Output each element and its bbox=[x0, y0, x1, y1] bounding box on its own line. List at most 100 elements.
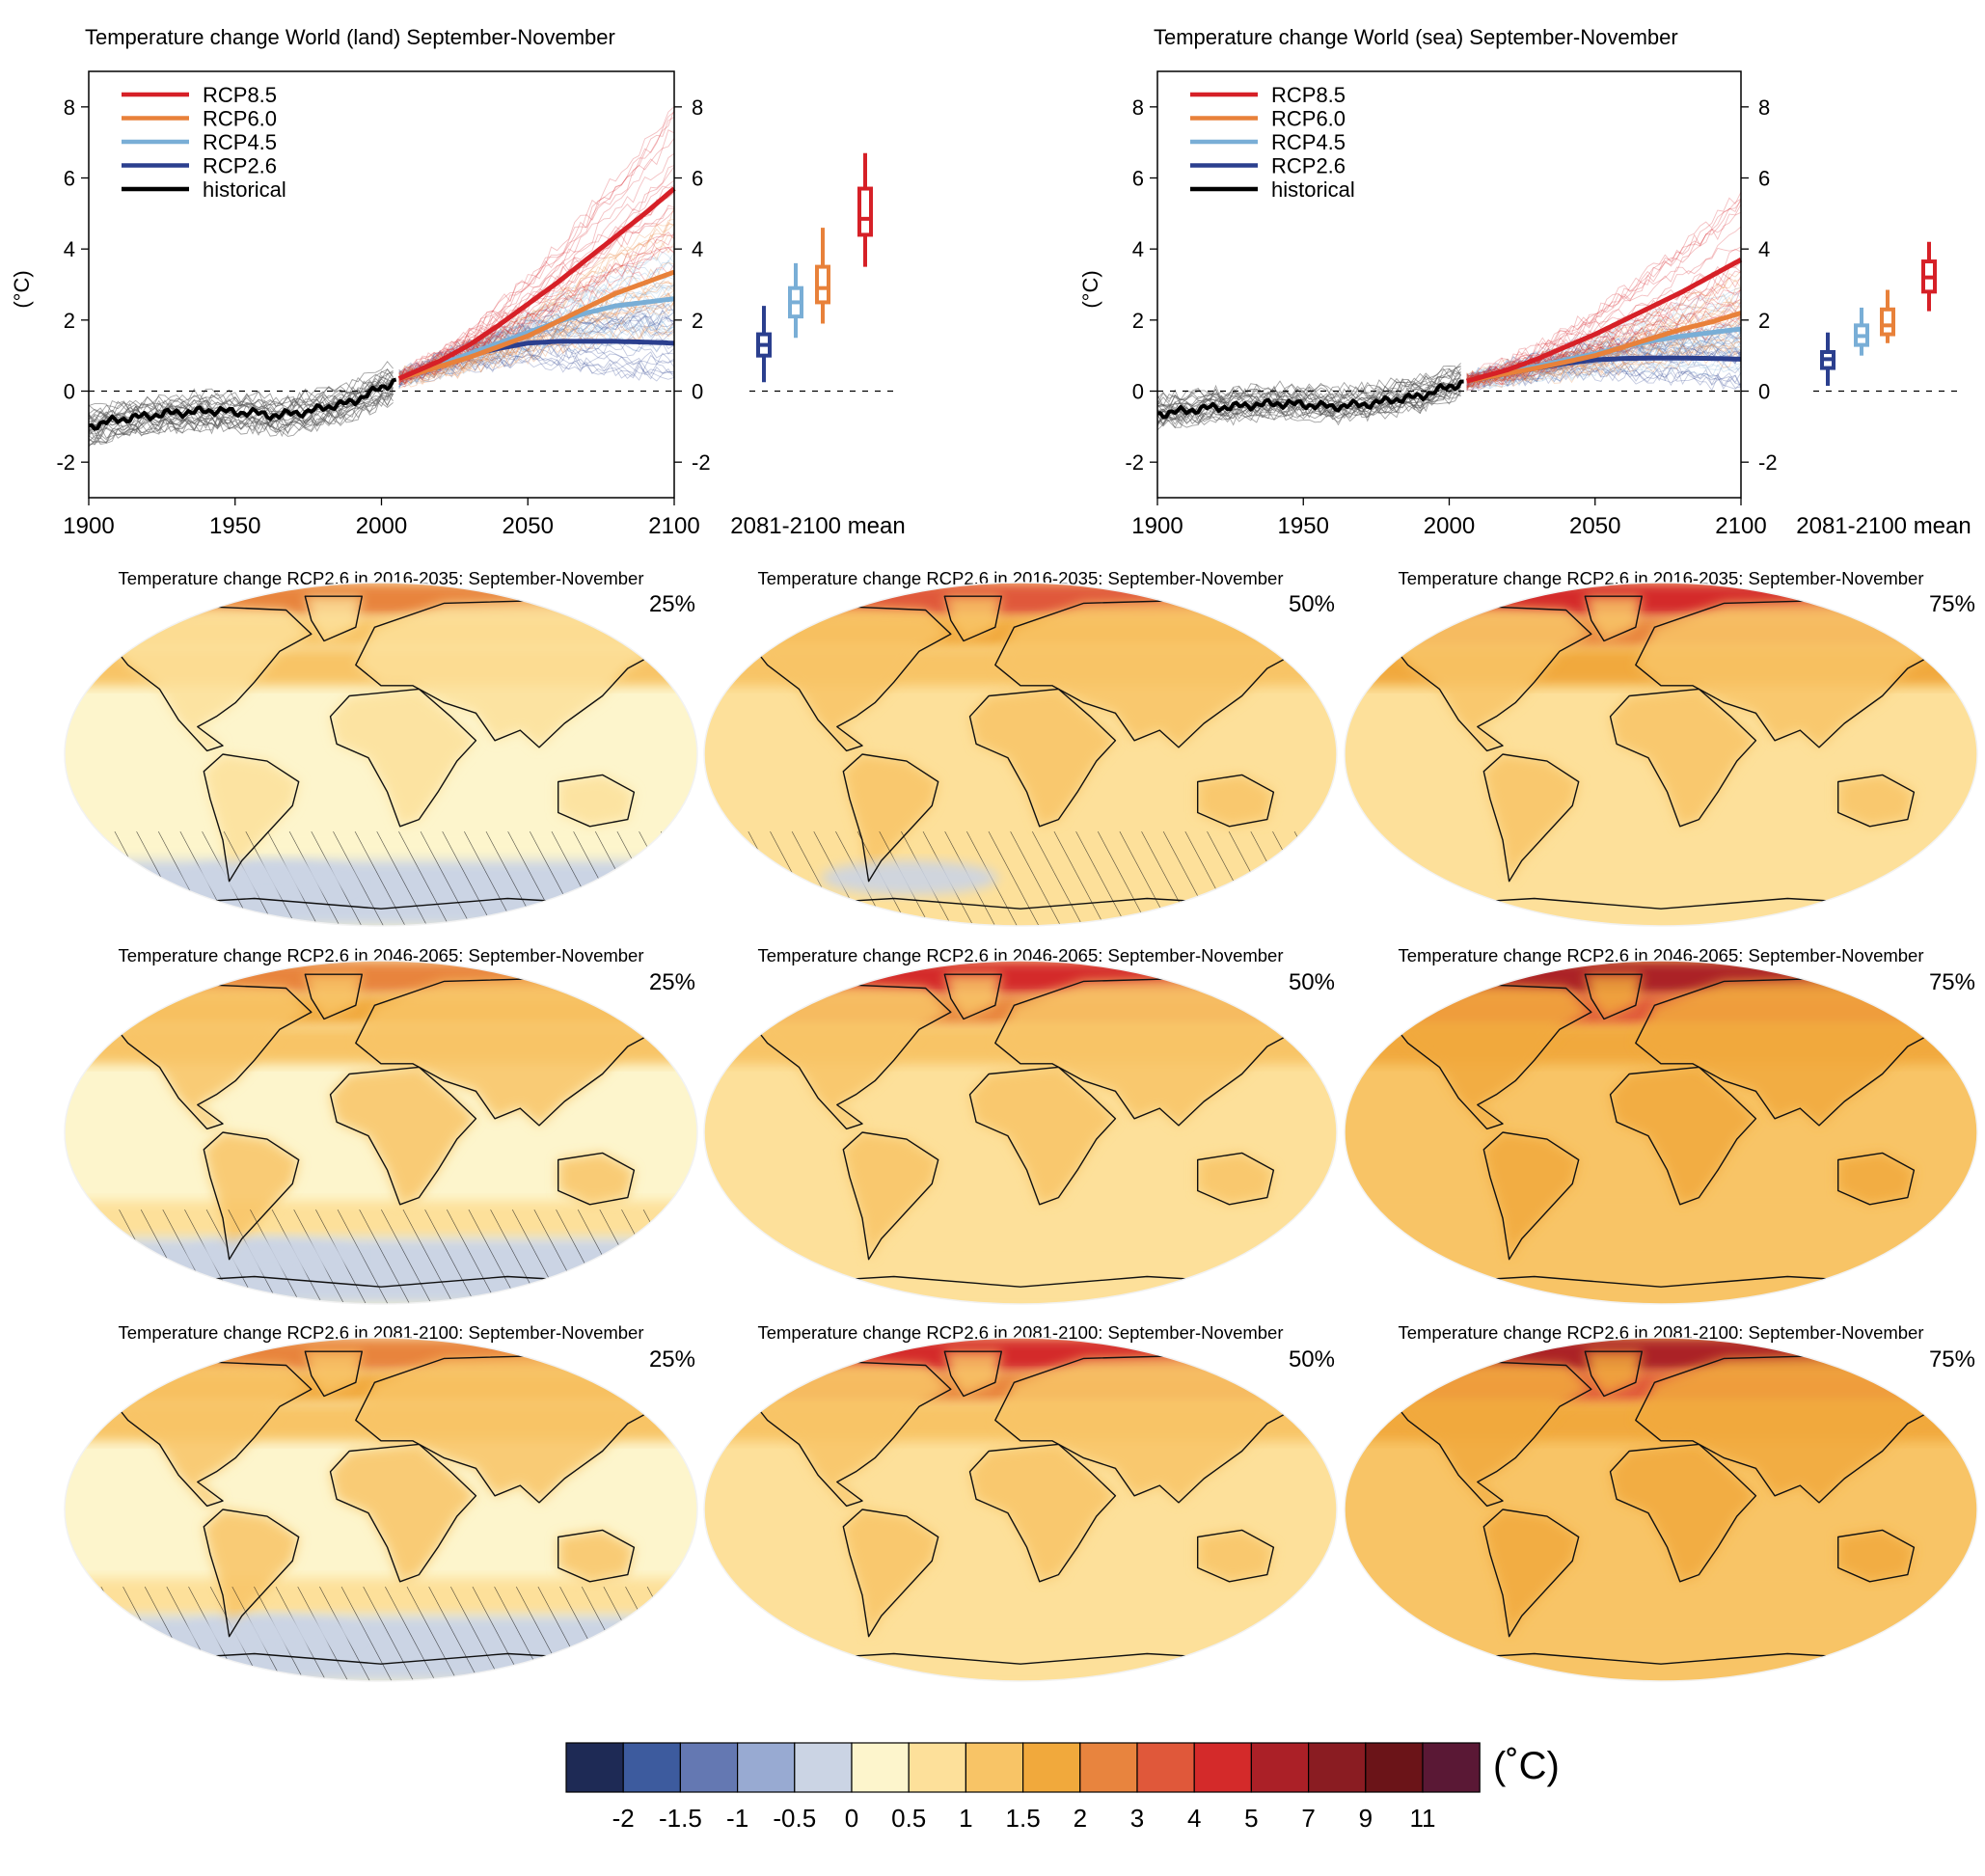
y-tick-label-right: 6 bbox=[1758, 167, 1770, 191]
y-tick-label-right: 2 bbox=[1758, 309, 1770, 333]
map-outline bbox=[703, 582, 1338, 927]
map-land-fill bbox=[1635, 1354, 1946, 1503]
colorbar-tick-label: 7 bbox=[1301, 1804, 1315, 1833]
x-tick-label: 2050 bbox=[503, 513, 554, 539]
series-line-rcp85 bbox=[1465, 258, 1743, 384]
ensemble-member-line bbox=[398, 137, 675, 380]
ensemble-member-line bbox=[1466, 198, 1742, 381]
map-land-fill bbox=[1388, 606, 1591, 751]
map-percentile-label: 25% bbox=[649, 969, 695, 995]
colorbar-tick-label: -2 bbox=[612, 1804, 635, 1833]
map-outline bbox=[64, 582, 698, 927]
ensemble-member-line bbox=[1466, 306, 1742, 378]
map-coastline bbox=[968, 1066, 1117, 1206]
ensemble-member-line bbox=[398, 314, 675, 378]
ensemble-member-line bbox=[1466, 339, 1742, 385]
map-panel: Temperature change RCP2.6 in 2081-2100: … bbox=[703, 1322, 1338, 1682]
map-land-fill bbox=[1388, 984, 1591, 1129]
ensemble-member-line bbox=[398, 305, 674, 387]
ensemble-member-line bbox=[88, 392, 394, 443]
legend-entry-rcp85: RCP8.5 bbox=[1271, 83, 1346, 107]
ensemble-member-line bbox=[398, 263, 675, 386]
ensemble-member-line bbox=[398, 328, 675, 388]
map-title: Temperature change RCP2.6 in 2081-2100: … bbox=[1398, 1322, 1923, 1343]
colorbar-cell bbox=[679, 1742, 739, 1793]
map-cooling-patch bbox=[821, 860, 999, 895]
ensemble-member-line bbox=[398, 221, 675, 381]
map-land-fill bbox=[1610, 689, 1756, 827]
ensemble-member-line bbox=[1466, 332, 1742, 388]
map-grid: Temperature change RCP2.6 in 2016-2035: … bbox=[64, 568, 1978, 1682]
mean-period-label: 2081-2100 mean bbox=[730, 513, 905, 539]
ensemble-member-line bbox=[1466, 340, 1742, 386]
sea-timeseries-panel: Temperature change World (sea) September… bbox=[1078, 25, 1971, 539]
map-land-fill bbox=[1635, 599, 1946, 748]
map-title: Temperature change RCP2.6 in 2081-2100: … bbox=[118, 1322, 643, 1343]
legend-entry-rcp45: RCP4.5 bbox=[1271, 130, 1346, 154]
map-land-fill bbox=[1635, 977, 1946, 1126]
ensemble-member-line bbox=[398, 302, 675, 384]
map-coastline bbox=[1584, 1350, 1643, 1398]
y-tick-label-left: 4 bbox=[1132, 237, 1144, 261]
series-line-historical bbox=[1156, 379, 1464, 420]
colorbar-cell bbox=[736, 1742, 796, 1793]
map-land-fill bbox=[557, 1530, 635, 1582]
ensemble-member-line bbox=[1156, 374, 1461, 415]
colorbar-tick-label: 1 bbox=[959, 1804, 972, 1833]
y-tick-label-right: 0 bbox=[1758, 380, 1770, 404]
map-coastline bbox=[108, 984, 313, 1130]
y-tick-label-right: 6 bbox=[692, 167, 703, 191]
ensemble-member-line bbox=[1466, 226, 1742, 384]
ensemble-member-line bbox=[1466, 248, 1742, 387]
map-latitude-band bbox=[1345, 823, 1977, 861]
colorbar-tick-label: -1 bbox=[726, 1804, 748, 1833]
map-outline bbox=[703, 960, 1338, 1305]
ensemble-member-line bbox=[398, 277, 674, 376]
colorbar-tick-label: 2 bbox=[1074, 1804, 1087, 1833]
ensemble-member-line bbox=[1466, 275, 1742, 384]
map-body bbox=[704, 1338, 1337, 1681]
y-tick-label-right: 8 bbox=[1758, 95, 1770, 120]
y-tick-label-left: 8 bbox=[64, 95, 75, 120]
ensemble-member-line bbox=[1156, 388, 1461, 426]
map-land-fill bbox=[330, 1067, 476, 1205]
colorbar-cell bbox=[908, 1742, 967, 1793]
map-latitude-band bbox=[65, 1338, 697, 1373]
map-outline bbox=[1344, 1337, 1978, 1682]
map-percentile-label: 50% bbox=[1289, 1346, 1335, 1373]
ensemble-member-line bbox=[1466, 300, 1742, 384]
mean-boxplots bbox=[1820, 241, 1937, 386]
colorbar-cell bbox=[965, 1742, 1024, 1793]
y-tick-label-left: -2 bbox=[1125, 450, 1144, 475]
map-latitude-band bbox=[1345, 1201, 1977, 1239]
map-coastline bbox=[1584, 595, 1643, 642]
map-land-fill bbox=[843, 1132, 938, 1260]
map-title: Temperature change RCP2.6 in 2081-2100: … bbox=[757, 1322, 1283, 1343]
map-coastline bbox=[1388, 1361, 1592, 1508]
map-land-fill bbox=[355, 1354, 666, 1503]
map-coastline bbox=[108, 1361, 313, 1508]
boxplot-rcp60 bbox=[815, 228, 830, 324]
colorbar-cell bbox=[565, 1742, 624, 1793]
ensemble-member-line bbox=[398, 109, 675, 381]
boxplot-box bbox=[815, 264, 830, 305]
map-coastline bbox=[557, 774, 636, 828]
y-tick-label-left: 0 bbox=[64, 380, 75, 404]
map-land-fill bbox=[330, 689, 476, 827]
boxplot-rcp45 bbox=[788, 262, 803, 339]
map-coastline bbox=[968, 688, 1117, 828]
y-tick-label-left: 0 bbox=[1132, 380, 1144, 404]
ensemble-member-line bbox=[1466, 300, 1742, 377]
map-title: Temperature change RCP2.6 in 2016-2035: … bbox=[118, 568, 643, 588]
ensemble-member-line bbox=[1466, 332, 1742, 386]
ensemble-member-line bbox=[398, 207, 675, 381]
map-land-fill bbox=[994, 599, 1306, 748]
legend-entry-rcp85: RCP8.5 bbox=[203, 83, 277, 107]
x-tick-label: 1900 bbox=[63, 513, 114, 539]
series-lines bbox=[1156, 258, 1743, 420]
ensemble-member-line bbox=[1466, 350, 1742, 390]
ensemble-member-line bbox=[1156, 387, 1461, 428]
map-coastline bbox=[1837, 1529, 1916, 1583]
